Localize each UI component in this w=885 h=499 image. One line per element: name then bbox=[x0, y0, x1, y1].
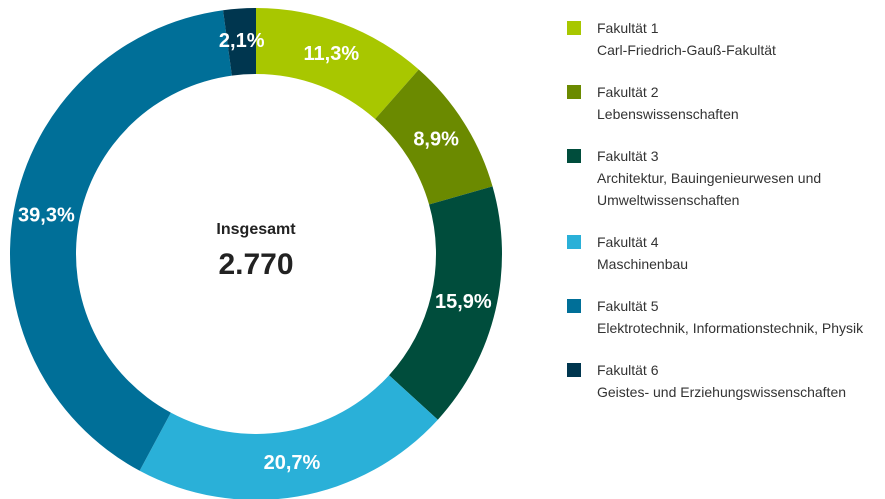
legend-name: Fakultät 1 bbox=[597, 20, 659, 36]
legend-description: Geistes- und Erziehungswissenschaften bbox=[597, 384, 847, 400]
center-value: 2.770 bbox=[218, 248, 293, 281]
data-label: 20,7% bbox=[264, 452, 321, 474]
legend-swatch bbox=[567, 299, 581, 313]
legend-swatch bbox=[567, 85, 581, 99]
data-label: 15,9% bbox=[435, 291, 492, 313]
donut-segment bbox=[139, 375, 438, 499]
legend-swatch bbox=[567, 149, 581, 163]
legend-description: Lebenswissenschaften bbox=[597, 106, 739, 122]
legend-description: Architektur, Bauingenieurwesen und Umwel… bbox=[597, 170, 822, 208]
legend-description: Carl-Friedrich-Gauß-Fakultät bbox=[597, 42, 776, 58]
donut-segment bbox=[10, 10, 232, 471]
legend-item: Fakultät 2 Lebenswissenschaften bbox=[567, 81, 885, 125]
donut-segment bbox=[223, 8, 256, 76]
legend-description: Elektrotechnik, Informationstechnik, Phy… bbox=[597, 320, 864, 336]
donut-segment bbox=[256, 8, 419, 120]
data-label: 2,1% bbox=[219, 30, 265, 52]
center-label: Insgesamt bbox=[216, 221, 296, 238]
legend-item: Fakultät 6 Geistes- und Erziehungswissens… bbox=[567, 359, 885, 403]
legend-swatch bbox=[567, 21, 581, 35]
donut-segment bbox=[375, 69, 493, 205]
data-label: 11,3% bbox=[304, 43, 360, 65]
legend-name: Fakultät 2 bbox=[597, 84, 659, 100]
chart: Insgesamt 2.770 11,3% 8,9% 15,9% 20,7% 39,3%… bbox=[10, 8, 502, 499]
legend-item: Fakultät 5 Elektrotechnik, Informationste… bbox=[567, 295, 885, 339]
donut-segment bbox=[389, 186, 502, 420]
legend-name: Fakultät 3 bbox=[597, 148, 659, 164]
legend-name: Fakultät 5 bbox=[597, 298, 659, 314]
legend-item: Fakultät 3 Architektur, Bauingenieurwesen… bbox=[567, 145, 885, 211]
legend-item: Fakultät 1 Carl-Friedrich-Gauß-Fakultät bbox=[567, 17, 885, 61]
data-label: 39,3% bbox=[18, 204, 75, 226]
legend-swatch bbox=[567, 363, 581, 377]
legend-name: Fakultät 4 bbox=[597, 234, 659, 250]
legend-name: Fakultät 6 bbox=[597, 362, 659, 378]
legend: Fakultät 1 Carl-Friedrich-Gauß-Fakultät Fa… bbox=[567, 17, 885, 423]
data-label: 8,9% bbox=[413, 129, 459, 151]
legend-item: Fakultät 4 Maschinenbau bbox=[567, 231, 885, 275]
legend-swatch bbox=[567, 235, 581, 249]
legend-description: Maschinenbau bbox=[597, 256, 689, 272]
